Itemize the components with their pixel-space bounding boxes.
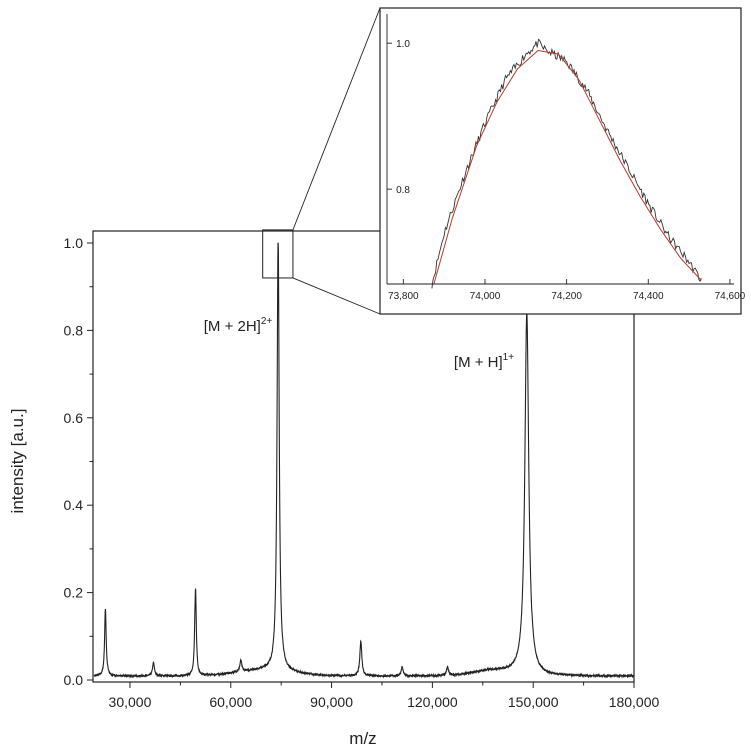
inset-x-tick-label: 74,200 (551, 291, 582, 302)
main-chart: 30,000 60,000 90,000 120,000 150,000 180,000 … (8, 7, 660, 748)
main-trace-group (93, 242, 635, 679)
main-y-tick-label: 1.0 (64, 235, 84, 251)
main-x-tick-label: 180,000 (609, 694, 660, 710)
inset-y-ticks: 0.8 1.0 (387, 39, 410, 196)
main-y-ticks: 0.0 0.2 0.4 0.6 0.8 1.0 (64, 235, 93, 688)
main-y-tick-label: 0.4 (64, 497, 84, 513)
inset-background (380, 8, 741, 314)
inset-x-ticks: 73,800 74,000 74,200 74,400 74,600 (388, 279, 746, 302)
zoom-connector-bottom (292, 277, 381, 315)
main-spectrum-line (93, 242, 635, 679)
zoom-box (262, 229, 294, 279)
main-y-tick-label: 0.8 (64, 322, 84, 338)
main-y-axis-title: intensity [a.u.] (8, 409, 27, 514)
main-y-tick-label: 0.2 (64, 585, 84, 601)
main-x-tick-label: 150,000 (508, 694, 559, 710)
main-y-tick-label: 0.6 (64, 410, 84, 426)
main-x-tick-label: 120,000 (407, 694, 458, 710)
peak-annotation-base: [M + H] (454, 354, 503, 371)
main-y-tick-label: 0.0 (64, 672, 84, 688)
inset-x-tick-label: 74,600 (715, 291, 746, 302)
inset-fit-line (433, 50, 702, 285)
main-annotations: [M + 2H]2+ [M + H]1+ (204, 316, 514, 371)
inset-y-tick-label: 1.0 (396, 39, 410, 50)
main-x-axis-title: m/z (349, 729, 376, 748)
inset-x-tick-label: 74,000 (470, 291, 501, 302)
inset-plot-frame (379, 7, 742, 315)
zoom-connector-top (292, 7, 381, 231)
peak-annotation-base: [M + 2H] (204, 318, 261, 335)
main-x-tick-label: 90,000 (310, 694, 353, 710)
peak-annotation-charge: 2+ (261, 316, 273, 327)
inset-x-tick-label: 74,400 (633, 291, 664, 302)
peak-annotation: [M + H]1+ (454, 352, 514, 371)
main-x-ticks: 30,000 60,000 90,000 120,000 150,000 180,000 (109, 682, 660, 710)
main-plot-frame (92, 230, 635, 683)
inset-measured-line (431, 38, 702, 289)
inset-x-tick-label: 73,800 (388, 291, 419, 302)
main-x-tick-label: 60,000 (209, 694, 252, 710)
inset-traces-group (431, 38, 702, 289)
main-x-tick-label: 30,000 (109, 694, 152, 710)
peak-annotation-charge: 1+ (503, 352, 515, 363)
peak-annotation: [M + 2H]2+ (204, 316, 273, 335)
inset-chart: 73,800 74,000 74,200 74,400 74,600 0.8 1.0 (379, 7, 746, 315)
inset-y-tick-label: 0.8 (396, 185, 410, 196)
